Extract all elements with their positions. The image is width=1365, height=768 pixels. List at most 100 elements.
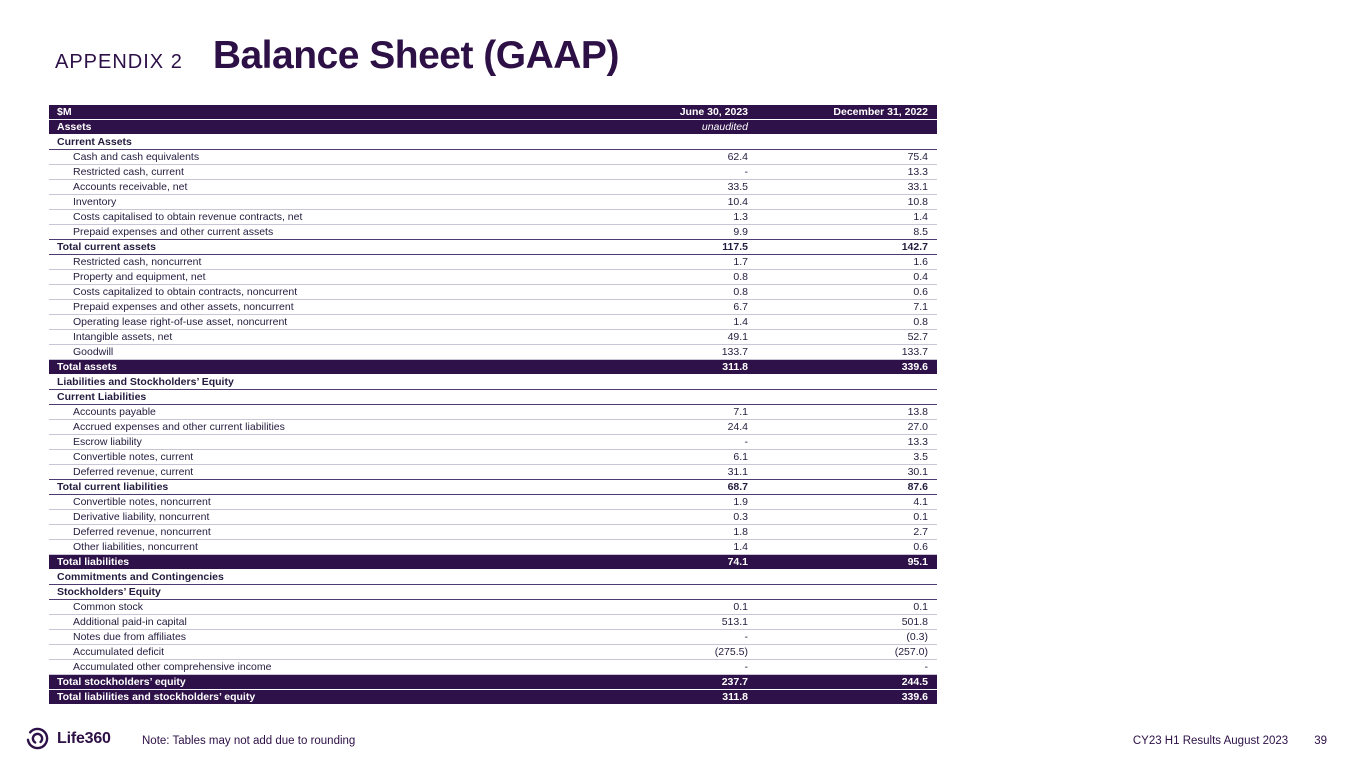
- row-label: Liabilities and Stockholders’ Equity: [57, 375, 234, 388]
- row-label: Prepaid expenses and other assets, noncu…: [73, 300, 294, 313]
- row-value-june: 1.8: [733, 525, 748, 538]
- row-value-dec: 501.8: [901, 615, 928, 628]
- table-row-darktotal: Total assets 311.8 339.6: [49, 360, 937, 375]
- row-value-dec: 3.5: [913, 450, 928, 463]
- row-value-dec: 0.6: [913, 540, 928, 553]
- row-value-dec: 0.4: [913, 270, 928, 283]
- table-row-item: Accrued expenses and other current liabi…: [49, 420, 937, 435]
- table-row-darktotal: Total liabilities 74.1 95.1: [49, 555, 937, 570]
- row-label: Restricted cash, current: [73, 165, 184, 178]
- row-value-june: 0.8: [733, 270, 748, 283]
- table-row-item: Additional paid-in capital 513.1 501.8: [49, 615, 937, 630]
- table-row-item: Property and equipment, net 0.8 0.4: [49, 270, 937, 285]
- row-label: Common stock: [73, 600, 144, 613]
- balance-sheet-table: $M June 30, 2023 December 31, 2022 Assets un…: [49, 105, 937, 705]
- row-value-june: 68.7: [727, 480, 748, 493]
- table-row-item: Restricted cash, noncurrent 1.7 1.6: [49, 255, 937, 270]
- row-label: Accounts payable: [73, 405, 156, 418]
- row-value-dec: 4.1: [913, 495, 928, 508]
- table-row-item: Costs capitalized to obtain contracts, n…: [49, 285, 937, 300]
- table-row-item: Accumulated deficit (275.5) (257.0): [49, 645, 937, 660]
- table-row-item: Intangible assets, net 49.1 52.7: [49, 330, 937, 345]
- table-row-item: Operating lease right-of-use asset, nonc…: [49, 315, 937, 330]
- appendix-label: APPENDIX 2: [55, 51, 183, 73]
- table-row-item: Prepaid expenses and other current asset…: [49, 225, 937, 240]
- row-value-june: 74.1: [727, 555, 748, 568]
- table-row-section: Current Assets: [49, 135, 937, 150]
- row-value-dec: 10.8: [907, 195, 928, 208]
- table-row-item: Common stock 0.1 0.1: [49, 600, 937, 615]
- table-row-item: Derivative liability, noncurrent 0.3 0.1: [49, 510, 937, 525]
- row-value-dec: 133.7: [901, 345, 928, 358]
- row-value-june: 33.5: [727, 180, 748, 193]
- table-row-item: Restricted cash, current - 13.3: [49, 165, 937, 180]
- row-value-dec: 13.3: [907, 435, 928, 448]
- row-value-june: 311.8: [722, 360, 748, 373]
- row-label: Deferred revenue, current: [73, 465, 194, 478]
- table-row-section: Current Liabilities: [49, 390, 937, 405]
- row-value-dec: 13.8: [907, 405, 928, 418]
- row-label: Escrow liability: [73, 435, 142, 448]
- row-label: Current Assets: [57, 135, 132, 148]
- row-value-dec: 8.5: [913, 225, 928, 238]
- row-label: Accrued expenses and other current liabi…: [73, 420, 285, 433]
- row-value-june: 10.4: [727, 195, 748, 208]
- row-label: Total liabilities and stockholders’ equi…: [57, 690, 256, 703]
- row-label: Convertible notes, current: [73, 450, 194, 463]
- table-row-item: Cash and cash equivalents 62.4 75.4: [49, 150, 937, 165]
- row-value-dec: 0.6: [913, 285, 928, 298]
- row-label: Goodwill: [73, 345, 114, 358]
- row-value-dec: 1.4: [913, 210, 928, 223]
- row-label: Total assets: [57, 360, 117, 373]
- row-label: Property and equipment, net: [73, 270, 206, 283]
- row-value-june: 1.7: [733, 255, 748, 268]
- row-label: Derivative liability, noncurrent: [73, 510, 210, 523]
- row-label: Cash and cash equivalents: [73, 150, 200, 163]
- table-row-item: Notes due from affiliates - (0.3): [49, 630, 937, 645]
- row-value-dec: 30.1: [907, 465, 928, 478]
- page-number: 39: [1314, 735, 1327, 747]
- table-row-item: Prepaid expenses and other assets, noncu…: [49, 300, 937, 315]
- row-value-june: (275.5): [714, 645, 748, 658]
- life360-logo-icon: [25, 726, 50, 751]
- deck-label: CY23 H1 Results August 2023: [1132, 735, 1289, 747]
- row-value-june: 1.9: [733, 495, 748, 508]
- row-value-dec: 0.1: [913, 600, 928, 613]
- row-label: Operating lease right-of-use asset, nonc…: [73, 315, 288, 328]
- row-label: Additional paid-in capital: [73, 615, 187, 628]
- row-label: Accounts receivable, net: [73, 180, 188, 193]
- row-value-dec: 7.1: [913, 300, 928, 313]
- table-row-item: Costs capitalised to obtain revenue cont…: [49, 210, 937, 225]
- row-value-dec: 244.5: [901, 675, 928, 688]
- row-value-june: 9.9: [733, 225, 748, 238]
- brand: Life360: [25, 726, 111, 751]
- row-value-dec: 0.8: [913, 315, 928, 328]
- row-label: Accumulated other comprehensive income: [73, 660, 272, 673]
- row-value-dec: 1.6: [913, 255, 928, 268]
- row-value-dec: 13.3: [907, 165, 928, 178]
- row-label: Assets: [57, 120, 92, 133]
- row-value-dec: 0.1: [913, 510, 928, 523]
- row-value-dec: (257.0): [894, 645, 928, 658]
- title-block: APPENDIX 2 Balance Sheet (GAAP): [55, 34, 619, 78]
- row-value-june: 1.4: [733, 540, 748, 553]
- row-value-june: 237.7: [721, 675, 748, 688]
- row-value-june: 513.1: [721, 615, 748, 628]
- table-row-item: Convertible notes, current 6.1 3.5: [49, 450, 937, 465]
- row-value-june: 62.4: [727, 150, 748, 163]
- table-row-section: Stockholders’ Equity: [49, 585, 937, 600]
- row-value-june: 133.7: [721, 345, 748, 358]
- row-value-june: 1.3: [733, 210, 748, 223]
- table-row-item: Deferred revenue, current 31.1 30.1: [49, 465, 937, 480]
- table-row-item: Other liabilities, noncurrent 1.4 0.6: [49, 540, 937, 555]
- table-row-item: Accounts payable 7.1 13.8: [49, 405, 937, 420]
- table-row-item: Deferred revenue, noncurrent 1.8 2.7: [49, 525, 937, 540]
- row-value-june: 1.4: [733, 315, 748, 328]
- table-row-header: $M June 30, 2023 December 31, 2022: [49, 105, 937, 120]
- brand-name: Life360: [57, 729, 111, 747]
- table-row-section: Commitments and Contingencies: [49, 570, 937, 585]
- row-value-june: -: [744, 165, 749, 178]
- row-label: Total current assets: [57, 240, 157, 253]
- table-row-item: Convertible notes, noncurrent 1.9 4.1: [49, 495, 937, 510]
- row-value-june: 0.8: [733, 285, 748, 298]
